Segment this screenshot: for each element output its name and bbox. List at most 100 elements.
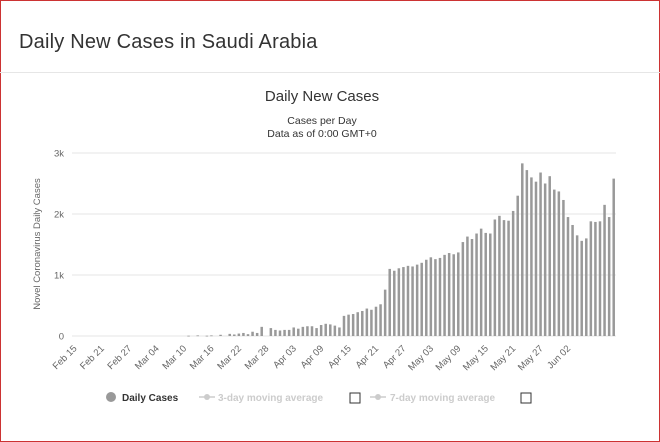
bar[interactable]	[612, 178, 615, 336]
bar[interactable]	[502, 220, 506, 336]
bar[interactable]	[475, 233, 478, 336]
bar[interactable]	[393, 270, 396, 336]
bar[interactable]	[283, 329, 286, 336]
bar[interactable]	[196, 335, 199, 337]
bar[interactable]	[594, 221, 597, 336]
bar[interactable]	[329, 324, 332, 336]
bar[interactable]	[580, 240, 583, 336]
bar[interactable]	[511, 210, 515, 336]
bar[interactable]	[543, 183, 547, 337]
bar[interactable]	[452, 254, 455, 336]
bar[interactable]	[607, 217, 611, 336]
bar[interactable]	[292, 327, 295, 336]
y-tick-label: 1k	[54, 271, 64, 282]
bar[interactable]	[274, 329, 277, 336]
bar[interactable]	[566, 217, 570, 336]
bar[interactable]	[333, 325, 337, 336]
gridlines	[72, 152, 616, 337]
bar[interactable]	[484, 232, 487, 336]
bar[interactable]	[351, 314, 355, 336]
bar[interactable]	[228, 333, 231, 336]
bar[interactable]	[457, 252, 460, 336]
legend-item-daily-cases[interactable]: Daily Cases	[106, 392, 179, 404]
bar[interactable]	[324, 323, 327, 336]
bar[interactable]	[383, 289, 387, 336]
bar[interactable]	[210, 335, 213, 337]
bar[interactable]	[310, 326, 314, 336]
bar[interactable]	[269, 328, 273, 336]
bar[interactable]	[507, 220, 510, 336]
bar[interactable]	[347, 314, 350, 336]
bar[interactable]	[493, 219, 497, 336]
bar[interactable]	[278, 330, 282, 336]
bar[interactable]	[319, 325, 323, 336]
bar[interactable]	[205, 335, 209, 337]
bar[interactable]	[562, 199, 565, 336]
bar[interactable]	[429, 257, 433, 336]
bar[interactable]	[534, 181, 538, 336]
bar[interactable]	[479, 228, 483, 336]
checkbox-7day-average[interactable]	[520, 392, 532, 404]
bar[interactable]	[585, 238, 588, 336]
bar[interactable]	[489, 233, 492, 336]
bar[interactable]	[443, 254, 446, 336]
bar[interactable]	[539, 172, 542, 336]
bar[interactable]	[530, 177, 533, 336]
bar[interactable]	[466, 236, 469, 336]
bar[interactable]	[553, 189, 556, 336]
bar[interactable]	[516, 195, 519, 336]
legend-item-3day-average[interactable]: 3-day moving average	[199, 393, 323, 404]
legend-label-7day-average: 7-day moving average	[390, 393, 495, 404]
bar[interactable]	[402, 267, 405, 336]
bar[interactable]	[470, 239, 474, 336]
bar[interactable]	[548, 176, 551, 336]
bar[interactable]	[219, 334, 222, 336]
bar[interactable]	[287, 329, 291, 336]
bar[interactable]	[374, 306, 378, 336]
bar[interactable]	[575, 235, 579, 336]
x-tick-label: Apr 15	[326, 343, 354, 371]
bar[interactable]	[525, 170, 529, 336]
bar[interactable]	[370, 309, 373, 336]
bar[interactable]	[406, 265, 410, 336]
bar[interactable]	[356, 312, 359, 336]
bar[interactable]	[187, 335, 190, 337]
bar[interactable]	[251, 331, 254, 336]
bar[interactable]	[498, 215, 501, 336]
bar[interactable]	[365, 308, 369, 336]
bar[interactable]	[603, 204, 606, 336]
legend-item-7day-average[interactable]: 7-day moving average	[370, 393, 495, 404]
bar[interactable]	[461, 242, 465, 336]
bar[interactable]	[233, 334, 236, 336]
bar[interactable]	[242, 332, 245, 336]
bar[interactable]	[397, 268, 401, 336]
bar[interactable]	[301, 326, 305, 336]
bar[interactable]	[297, 328, 300, 336]
bar[interactable]	[438, 257, 442, 336]
bar[interactable]	[425, 259, 428, 336]
y-tick-label: 3k	[54, 149, 64, 160]
bar[interactable]	[342, 315, 346, 336]
checkbox-3day-average[interactable]	[349, 392, 361, 404]
bar[interactable]	[571, 224, 574, 336]
bar[interactable]	[598, 221, 602, 336]
bar[interactable]	[589, 221, 593, 336]
bar[interactable]	[379, 304, 382, 336]
bar[interactable]	[447, 253, 451, 336]
bar[interactable]	[260, 326, 263, 336]
bar[interactable]	[411, 266, 414, 336]
bar[interactable]	[255, 332, 259, 336]
bar[interactable]	[338, 327, 341, 336]
bar[interactable]	[246, 334, 250, 336]
bar[interactable]	[361, 310, 364, 336]
bar[interactable]	[434, 259, 437, 336]
bar[interactable]	[521, 163, 524, 336]
bar[interactable]	[557, 191, 561, 336]
bar[interactable]	[420, 262, 423, 336]
bar[interactable]	[306, 326, 309, 336]
bar[interactable]	[415, 264, 419, 336]
bar[interactable]	[237, 333, 241, 336]
bar[interactable]	[315, 328, 318, 336]
bar[interactable]	[388, 268, 391, 336]
daily-cases-marker-icon	[106, 392, 116, 402]
